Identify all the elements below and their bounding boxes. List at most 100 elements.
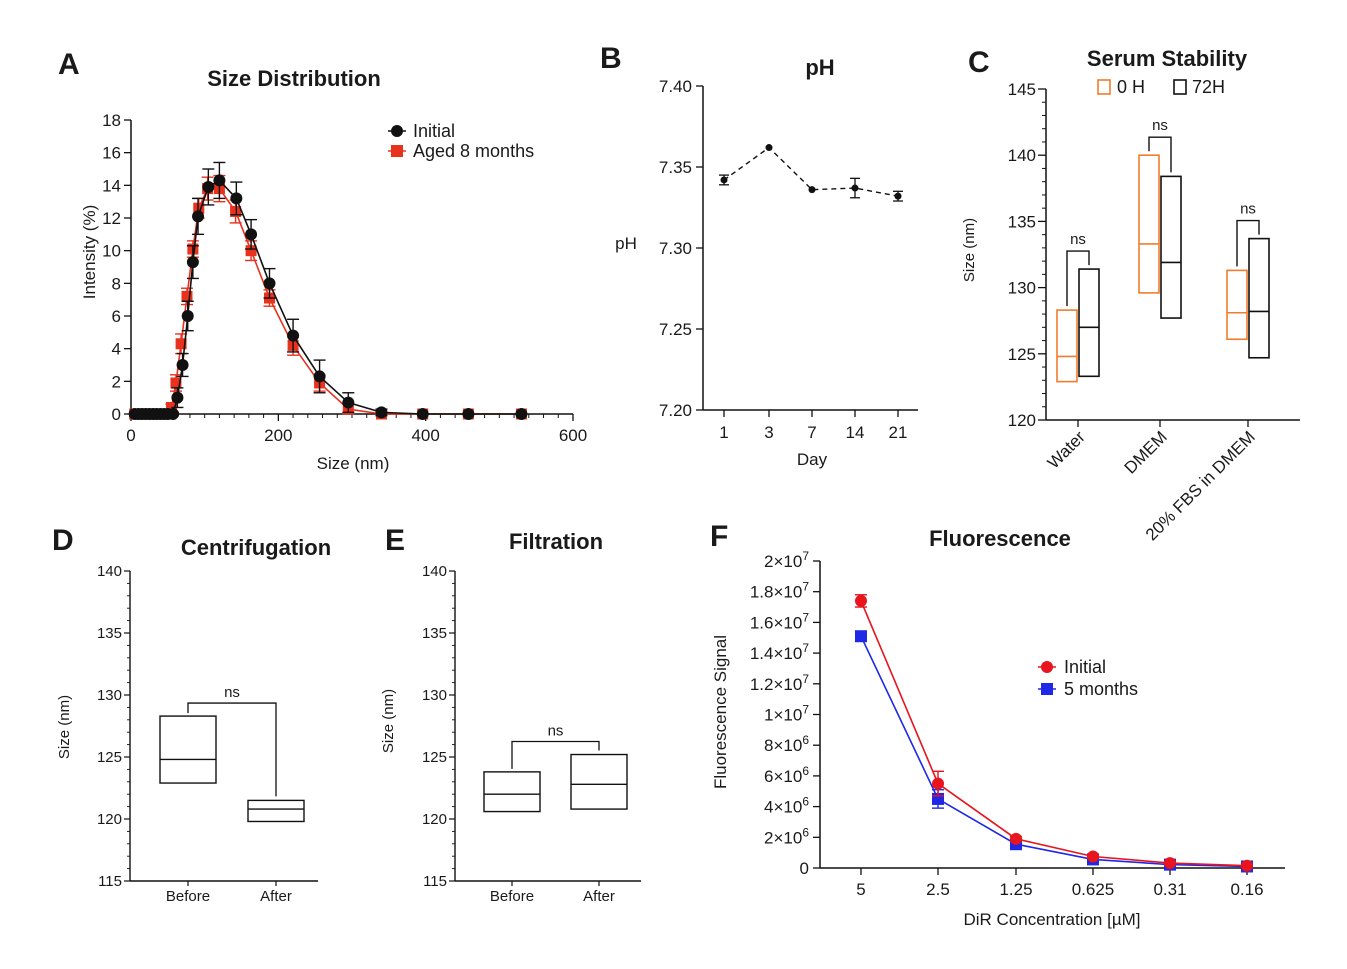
y-tick-label: 130 [97, 687, 122, 704]
data-point [230, 192, 243, 205]
y-tick-label: 7.40 [659, 77, 692, 96]
panel-f-xlabel: DiR Concentration [µM] [963, 910, 1140, 929]
y-tick-label: 140 [1008, 146, 1036, 165]
legend-f-initial-label: Initial [1064, 657, 1106, 677]
y-tick-label: 130 [422, 687, 447, 704]
x-tick-label: After [260, 888, 292, 905]
panel-b-title: pH [805, 55, 834, 80]
y-tick-label: 120 [97, 811, 122, 828]
data-point [192, 210, 205, 223]
legend-f-5months-label: 5 months [1064, 679, 1138, 699]
x-tick-label: 1.25 [999, 880, 1032, 899]
x-tick-label: Water [1044, 427, 1089, 472]
x-tick-label: 2.5 [926, 880, 950, 899]
legend-aged-label: Aged 8 months [413, 141, 534, 161]
x-tick-label: Before [166, 888, 210, 905]
significance-label: ns [1152, 117, 1168, 134]
panel-e-ylabel: Size (nm) [380, 689, 397, 753]
panel-letter-c: C [968, 46, 990, 79]
series-line-initial [860, 600, 1248, 867]
data-point [170, 377, 182, 389]
y-tick-label: 1×107 [764, 703, 809, 725]
y-tick-label: 4×106 [764, 795, 809, 817]
data-point [808, 186, 816, 194]
legend-aged-marker [391, 145, 403, 157]
panel-c-title: Serum Stability [1087, 46, 1248, 71]
y-tick-label: 2 [112, 372, 121, 391]
y-tick-label: 2×107 [764, 549, 809, 571]
panel-letter-b: B [600, 42, 622, 75]
x-tick-label: 400 [411, 426, 439, 445]
y-tick-label: 12 [102, 209, 121, 228]
y-tick-label: 0 [112, 405, 121, 424]
significance-bracket [1066, 250, 1090, 307]
y-tick-label: 0 [800, 859, 809, 878]
y-tick-label: 115 [98, 873, 122, 890]
significance-label: ns [548, 723, 564, 740]
data-point [720, 176, 728, 184]
legend-initial-marker [391, 125, 403, 137]
legend-72h-label: 72H [1192, 77, 1225, 97]
panel-letter-e: E [385, 524, 405, 557]
data-point [176, 359, 189, 371]
x-tick-label: 0.16 [1230, 880, 1263, 899]
y-tick-label: 125 [97, 749, 122, 766]
data-point [1241, 859, 1253, 872]
data-point [1010, 832, 1022, 845]
y-tick-label: 14 [102, 176, 121, 195]
panel-d-title: Centrifugation [181, 535, 331, 560]
x-tick-label: 0 [126, 426, 135, 445]
data-point [313, 370, 326, 383]
y-tick-label: 135 [97, 625, 122, 642]
y-tick-label: 135 [1008, 212, 1036, 231]
significance-bracket [1148, 136, 1172, 173]
y-tick-label: 7.25 [659, 320, 692, 339]
data-point [894, 192, 902, 200]
panel-letter-f: F [710, 520, 728, 553]
significance-bracket [187, 702, 277, 797]
panel-d-ylabel: Size (nm) [56, 695, 73, 759]
panel-a-title: Size Distribution [207, 66, 381, 91]
panel-c-ylabel: Size (nm) [961, 218, 978, 282]
legend-0h-label: 0 H [1117, 77, 1145, 97]
data-point [855, 594, 867, 607]
x-tick-label: 0.31 [1153, 880, 1186, 899]
data-point [462, 408, 475, 420]
y-tick-label: 140 [97, 563, 122, 580]
panel-a-legend: Initial Aged 8 months [388, 121, 534, 161]
x-tick-label: 14 [846, 423, 865, 442]
box [1078, 268, 1100, 378]
x-tick-label: 0.625 [1072, 880, 1115, 899]
legend-f-5months-marker [1041, 683, 1053, 695]
y-tick-label: 18 [102, 111, 121, 130]
y-tick-label: 6×106 [764, 764, 809, 786]
significance-label: ns [224, 684, 240, 701]
x-tick-label: 5 [856, 880, 865, 899]
data-point [932, 777, 944, 790]
data-point [1087, 850, 1099, 863]
data-point [851, 184, 859, 192]
panel-b-xlabel: Day [797, 450, 828, 469]
panel-b-plot: 7.20 7.25 7.30 7.35 7.40 1 3 7 14 21 [659, 77, 918, 442]
data-point [186, 256, 199, 269]
panel-c-legend: 0 H 72H [1097, 77, 1225, 97]
panel-f-legend: Initial 5 months [1038, 657, 1138, 699]
box [1160, 175, 1182, 319]
series-line-5months [860, 635, 1248, 868]
panel-e-plot: 115 120 125 130 135 140 Before After ns [422, 563, 641, 905]
data-point [171, 391, 184, 404]
y-tick-label: 135 [422, 625, 447, 642]
x-tick-label: DMEM [1121, 427, 1171, 477]
data-point [263, 277, 276, 290]
y-tick-label: 145 [1008, 80, 1036, 99]
y-tick-label: 8×106 [764, 733, 809, 755]
series-line [723, 146, 899, 197]
y-tick-label: 140 [422, 563, 447, 580]
data-point [213, 174, 226, 187]
data-point [193, 202, 205, 214]
legend-initial-label: Initial [413, 121, 455, 141]
panel-letter-d: D [52, 524, 74, 557]
box [1248, 237, 1270, 359]
y-tick-label: 120 [1008, 411, 1036, 430]
